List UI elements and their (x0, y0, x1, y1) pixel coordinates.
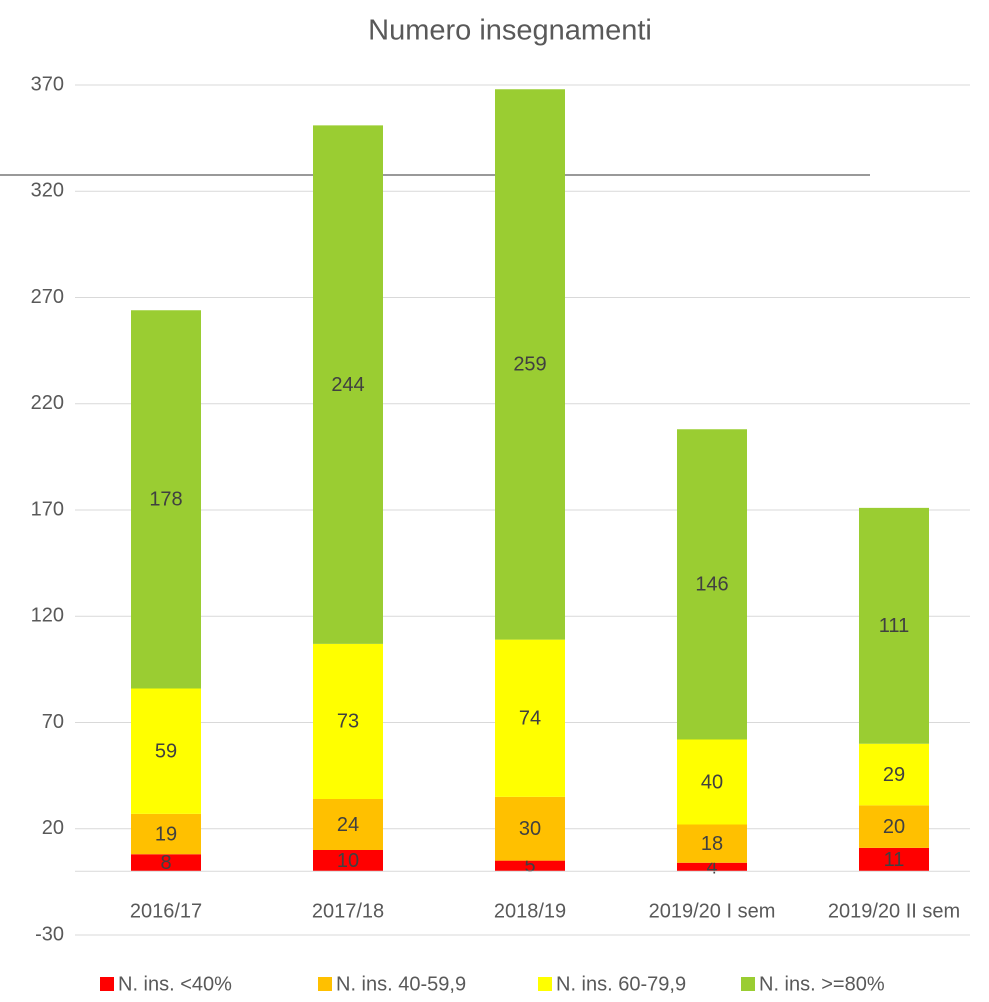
legend-label: N. ins. <40% (118, 973, 232, 995)
y-tick-label: 370 (31, 73, 64, 95)
data-label: 59 (155, 740, 177, 762)
bar-segment (859, 805, 929, 848)
bar-segment (131, 688, 201, 814)
x-tick-label: 2017/18 (312, 900, 384, 922)
y-tick-label: 270 (31, 286, 64, 308)
bar-segment (131, 854, 201, 872)
bar-segment (677, 862, 747, 872)
bar-segment (677, 429, 747, 740)
x-tick-label: 2018/19 (494, 900, 566, 922)
data-label: 74 (519, 708, 541, 730)
data-label: 146 (695, 574, 728, 596)
y-tick-label: 120 (31, 605, 64, 627)
x-tick-label: 2016/17 (130, 900, 202, 922)
y-tick-label: 220 (31, 392, 64, 414)
data-label: 111 (879, 615, 909, 637)
bar-segment (313, 850, 383, 872)
bar-segment (495, 639, 565, 797)
data-label: 11 (884, 849, 905, 871)
legend-label: N. ins. >=80% (759, 973, 885, 995)
chart-title: Numero insegnamenti (368, 15, 652, 47)
bar-segment (677, 739, 747, 825)
legend-swatch (538, 977, 552, 991)
legend-label: N. ins. 60-79,9 (556, 973, 686, 995)
bar-segment (495, 89, 565, 640)
bar-segment (131, 813, 201, 855)
data-label: 4 (706, 856, 717, 878)
x-tick-label: 2019/20 II sem (828, 900, 960, 922)
bar-segment (131, 310, 201, 689)
legend-label: N. ins. 40-59,9 (336, 973, 466, 995)
data-label: 29 (883, 764, 905, 786)
bar-segment (859, 847, 929, 872)
bar-segment (677, 824, 747, 863)
x-tick-label: 2019/20 I sem (649, 900, 776, 922)
bar-segment (859, 507, 929, 744)
data-label: 244 (331, 374, 364, 396)
data-label: 259 (513, 354, 546, 376)
y-tick-label: 70 (42, 711, 64, 733)
data-label: 24 (337, 814, 359, 836)
bar-segment (313, 125, 383, 644)
bar-segment (313, 643, 383, 799)
data-label: 30 (519, 818, 541, 840)
bar-segment (495, 796, 565, 861)
data-label: 19 (155, 823, 177, 845)
legend-swatch (100, 977, 114, 991)
y-tick-label: 320 (31, 180, 64, 202)
y-tick-label: 20 (42, 817, 64, 839)
bar-segment (313, 799, 383, 850)
bar-segment (495, 860, 565, 872)
legend-swatch (741, 977, 755, 991)
data-label: 5 (524, 855, 535, 877)
legend-swatch (318, 977, 332, 991)
y-tick-label: -30 (35, 923, 64, 945)
bar-segment (859, 743, 929, 806)
data-label: 20 (883, 816, 905, 838)
data-label: 40 (701, 771, 723, 793)
data-label: 18 (701, 833, 723, 855)
data-label: 10 (337, 850, 359, 872)
data-label: 8 (160, 852, 171, 874)
y-tick-label: 170 (31, 498, 64, 520)
data-label: 73 (337, 711, 359, 733)
data-label: 178 (149, 489, 182, 511)
